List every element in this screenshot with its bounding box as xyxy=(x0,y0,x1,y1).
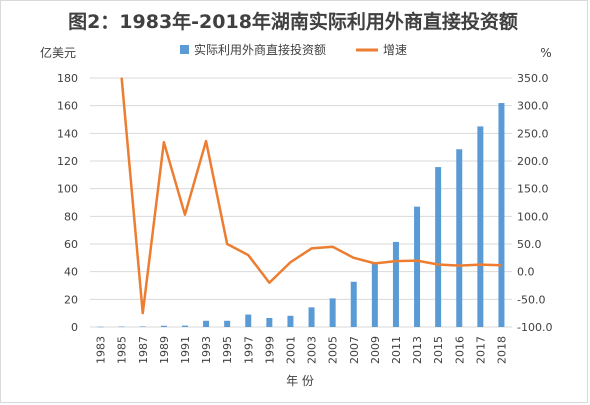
bar xyxy=(97,326,104,328)
bar xyxy=(414,206,421,327)
y2-axis-label: % xyxy=(540,46,551,60)
line-point xyxy=(416,259,418,262)
line-point xyxy=(374,262,376,265)
bar xyxy=(266,318,273,327)
y2-tick-label: -50.0 xyxy=(517,293,545,306)
x-tick-label: 2003 xyxy=(306,336,319,364)
y-tick-label: 80 xyxy=(64,210,78,223)
chart-title: 图2：1983年-2018年湖南实际利用外商直接投资额 xyxy=(68,10,518,33)
x-tick-label: 2018 xyxy=(495,336,508,364)
x-tick-label: 1997 xyxy=(242,336,255,364)
x-tick-label: 1983 xyxy=(95,336,108,364)
line-point xyxy=(226,243,228,245)
line-point xyxy=(458,264,461,267)
bar xyxy=(160,325,167,327)
x-tick-label: 1987 xyxy=(137,336,150,364)
legend-label-bar: 实际利用外商直接投资额 xyxy=(194,42,326,57)
bar xyxy=(371,263,378,327)
y-tick-label: 100 xyxy=(57,183,78,196)
x-tick-label: 1999 xyxy=(263,336,276,364)
line-point xyxy=(184,213,186,216)
line-point xyxy=(479,263,482,266)
bar xyxy=(139,326,146,327)
y-tick-label: 160 xyxy=(57,100,78,113)
bar xyxy=(329,298,336,327)
x-tick-label: 1989 xyxy=(158,336,171,364)
bar xyxy=(287,315,294,327)
bar xyxy=(203,320,210,327)
y-tick-label: 140 xyxy=(57,127,78,140)
bar-series xyxy=(97,103,505,328)
x-tick-label: 1993 xyxy=(200,336,213,364)
legend-swatch-bar xyxy=(180,45,189,54)
line-point xyxy=(500,264,503,267)
x-axis-label: 年 份 xyxy=(286,374,314,388)
x-tick-label: 2001 xyxy=(284,336,297,364)
legend-label-line: 增速 xyxy=(383,43,407,57)
y-tick-label: 180 xyxy=(57,72,78,85)
x-tick-label: 1995 xyxy=(221,336,234,364)
bar xyxy=(498,103,505,327)
growth-line xyxy=(120,77,502,315)
y-tick-label: 20 xyxy=(64,293,78,306)
x-tick-label: 1991 xyxy=(179,336,192,364)
y2-tick-label: 250.0 xyxy=(517,127,549,140)
y2-tick-label: -100.0 xyxy=(517,321,552,334)
y-tick-label: 60 xyxy=(64,238,78,251)
x-tick-label: 1985 xyxy=(116,336,129,364)
line-point xyxy=(331,245,334,248)
bar xyxy=(477,126,484,328)
bar xyxy=(435,167,442,327)
line-point xyxy=(205,140,207,142)
legend: 实际利用外商直接投资额 增速 xyxy=(180,42,407,57)
gridlines xyxy=(90,77,512,328)
line-point xyxy=(268,281,271,284)
x-tick-label: 2011 xyxy=(390,336,403,364)
line-series xyxy=(120,77,503,315)
y2-axis-ticks: -100.0 -50.0 0.0 50.0 100.0 150.0 200.0 250.0 30… xyxy=(517,72,552,334)
bar xyxy=(392,241,399,327)
x-tick-label: 2007 xyxy=(348,336,361,364)
line-point xyxy=(120,77,123,79)
line-point xyxy=(289,261,292,264)
y2-tick-label: 100.0 xyxy=(517,210,549,223)
y-tick-label: 40 xyxy=(64,266,78,279)
y-axis-label: 亿美元 xyxy=(40,45,76,60)
y2-tick-label: 50.0 xyxy=(517,238,542,251)
line-point xyxy=(310,247,313,250)
x-tick-label: 2013 xyxy=(411,336,424,364)
y-tick-label: 120 xyxy=(57,155,78,168)
line-point xyxy=(352,257,355,259)
x-tick-label: 2009 xyxy=(369,336,382,364)
y2-tick-label: 0.0 xyxy=(517,266,535,279)
x-axis-ticks: 1983 1985 1987 1989 1991 1993 1995 1997 1999 2001… xyxy=(95,336,509,364)
bar xyxy=(118,326,125,328)
bar xyxy=(224,320,231,327)
line-point xyxy=(247,254,250,256)
x-tick-label: 2017 xyxy=(474,336,487,364)
bar xyxy=(456,149,463,327)
y2-tick-label: 350.0 xyxy=(517,72,549,85)
y-axis-ticks: 0 20 40 60 80 100 120 140 160 180 xyxy=(57,72,78,334)
bar xyxy=(181,325,188,327)
bar xyxy=(245,314,252,327)
y2-tick-label: 150.0 xyxy=(517,183,549,196)
line-point xyxy=(395,260,397,262)
bar xyxy=(308,307,315,327)
x-tick-label: 2015 xyxy=(432,336,445,364)
line-point xyxy=(141,312,144,314)
line-point xyxy=(163,141,165,143)
y-tick-label: 0 xyxy=(71,321,78,334)
y2-tick-label: 300.0 xyxy=(517,100,549,113)
bar xyxy=(350,281,357,327)
y2-tick-label: 200.0 xyxy=(517,155,549,168)
line-point xyxy=(437,263,439,266)
x-tick-label: 2005 xyxy=(327,336,340,364)
x-tick-label: 2016 xyxy=(453,336,466,364)
